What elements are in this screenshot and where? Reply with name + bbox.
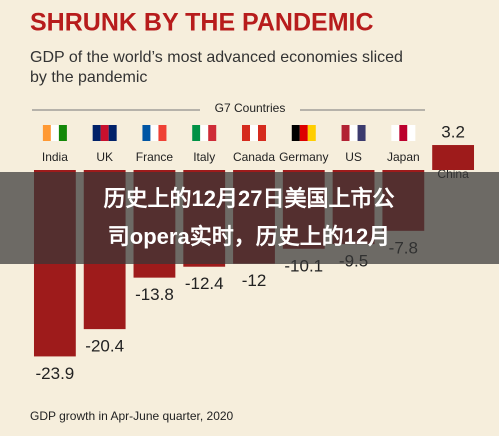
flag [258, 125, 266, 141]
banner-text: 司opera实时，历史上的12月 [108, 224, 390, 249]
flag [208, 125, 217, 141]
footnote: GDP growth in Apr-June quarter, 2020 [30, 409, 234, 423]
flag [108, 125, 117, 141]
subtitle-line: GDP of the world’s most advanced economi… [30, 49, 403, 66]
chart-title: SHRUNK BY THE PANDEMIC [30, 9, 374, 37]
x-tick-label: Canada [233, 150, 275, 164]
flag [391, 125, 400, 141]
flag [242, 125, 250, 141]
value-label: -20.4 [85, 337, 124, 356]
flag [192, 125, 201, 141]
x-tick-label: France [136, 150, 174, 164]
x-tick-label: India [42, 150, 68, 164]
value-label: -23.9 [36, 364, 75, 383]
flag [142, 125, 151, 141]
flag [299, 125, 308, 141]
x-tick-label: Germany [279, 150, 328, 164]
flag [349, 125, 358, 141]
value-label: 3.2 [441, 123, 465, 142]
flag [399, 125, 408, 141]
subtitle-line: by the pandemic [30, 69, 147, 86]
flag [42, 125, 51, 141]
group-label: G7 Countries [215, 101, 286, 115]
flag [291, 125, 300, 141]
banner-overlay [0, 172, 499, 264]
flag [307, 125, 316, 141]
flag [150, 125, 159, 141]
x-tick-label: Italy [193, 150, 215, 164]
flag [357, 125, 366, 141]
x-tick-label: Japan [387, 150, 420, 164]
value-label: -13.8 [135, 285, 174, 304]
flag [58, 125, 67, 141]
value-label: -12 [242, 271, 267, 290]
flag [92, 125, 101, 141]
flag [200, 125, 209, 141]
bar [432, 145, 475, 170]
flag [50, 125, 59, 141]
flag [158, 125, 167, 141]
flag [250, 125, 258, 141]
flag [100, 125, 109, 141]
x-tick-label: US [345, 150, 362, 164]
flag [407, 125, 416, 141]
x-tick-label: UK [96, 150, 113, 164]
banner-text: 历史上的12月27日美国上市公 [104, 186, 395, 211]
flag [341, 125, 350, 141]
value-label: -12.4 [185, 274, 224, 293]
